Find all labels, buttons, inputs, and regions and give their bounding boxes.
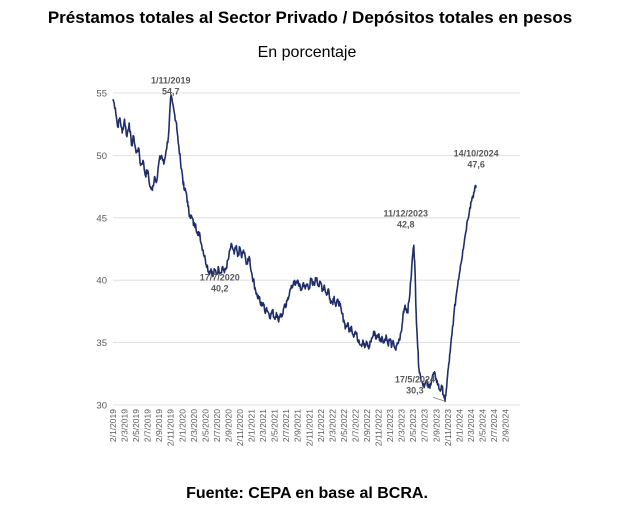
x-tick-label: 2/5/2020 xyxy=(200,409,210,442)
annotation-value: 40,2 xyxy=(211,284,229,294)
x-tick-label: 2/9/2023 xyxy=(431,409,441,442)
annotation-value: 42,8 xyxy=(397,219,415,229)
x-tick-label: 2/3/2024 xyxy=(466,409,476,442)
annotation-date: 1/11/2019 xyxy=(151,76,191,86)
x-tick-label: 2/5/2022 xyxy=(339,409,349,442)
x-tick-label: 2/9/2019 xyxy=(154,409,164,442)
chart-subtitle: En porcentaje xyxy=(257,44,357,61)
annotation-value: 30,3 xyxy=(406,385,424,395)
x-tick-label: 2/5/2021 xyxy=(270,409,280,442)
x-tick-label: 2/9/2022 xyxy=(362,409,372,442)
x-tick-label: 2/7/2024 xyxy=(489,409,499,442)
x-tick-label: 2/3/2020 xyxy=(189,409,199,442)
x-tick-label: 2/9/2020 xyxy=(223,409,233,442)
x-tick-label: 2/1/2019 xyxy=(108,409,118,442)
annotation-leader xyxy=(432,396,446,402)
x-tick-label: 2/11/2021 xyxy=(304,409,314,446)
x-tick-label: 2/11/2023 xyxy=(443,409,453,446)
y-tick-label: 55 xyxy=(96,89,107,100)
x-tick-label: 2/3/2023 xyxy=(397,409,407,442)
x-tick-label: 2/1/2020 xyxy=(177,409,187,442)
x-tick-label: 2/7/2022 xyxy=(350,409,360,442)
annotation-date: 17/5/2024 xyxy=(395,374,435,384)
x-tick-label: 2/3/2019 xyxy=(120,409,130,442)
y-tick-label: 50 xyxy=(96,151,107,162)
y-tick-label: 45 xyxy=(96,213,107,224)
annotation-value: 47,6 xyxy=(467,159,485,169)
x-tick-label: 2/11/2019 xyxy=(166,409,176,446)
x-tick-label: 2/7/2019 xyxy=(143,409,153,442)
x-tick-label: 2/11/2022 xyxy=(374,409,384,446)
x-tick-label: 2/7/2020 xyxy=(212,409,222,442)
y-tick-label: 30 xyxy=(96,401,107,412)
x-tick-label: 2/3/2021 xyxy=(258,409,268,442)
x-tick-label: 2/1/2024 xyxy=(454,409,464,442)
chart-title: Préstamos totales al Sector Privado / De… xyxy=(47,8,573,27)
annotation-value: 54,7 xyxy=(162,87,180,97)
x-tick-label: 2/1/2023 xyxy=(385,409,395,442)
x-tick-label: 2/5/2023 xyxy=(408,409,418,442)
series-line xyxy=(112,94,477,403)
x-tick-label: 2/3/2022 xyxy=(327,409,337,442)
x-tick-label: 2/9/2021 xyxy=(293,409,303,442)
x-tick-label: 2/9/2024 xyxy=(501,409,511,442)
annotation-date: 14/10/2024 xyxy=(454,148,499,158)
x-tick-label: 2/1/2021 xyxy=(247,409,257,442)
x-tick-label: 2/5/2024 xyxy=(477,409,487,442)
x-tick-label: 2/5/2019 xyxy=(131,409,141,442)
x-tick-label: 2/1/2022 xyxy=(316,409,326,442)
y-tick-label: 40 xyxy=(96,276,107,287)
annotation-date: 17/7/2020 xyxy=(200,273,240,283)
chart-source-note: Fuente: CEPA en base al BCRA. xyxy=(186,485,428,502)
x-tick-label: 2/7/2021 xyxy=(281,409,291,442)
x-tick-label: 2/7/2023 xyxy=(420,409,430,442)
x-tick-label: 2/11/2020 xyxy=(235,409,245,446)
annotation-date: 11/12/2023 xyxy=(383,208,428,218)
y-tick-label: 35 xyxy=(96,338,107,349)
